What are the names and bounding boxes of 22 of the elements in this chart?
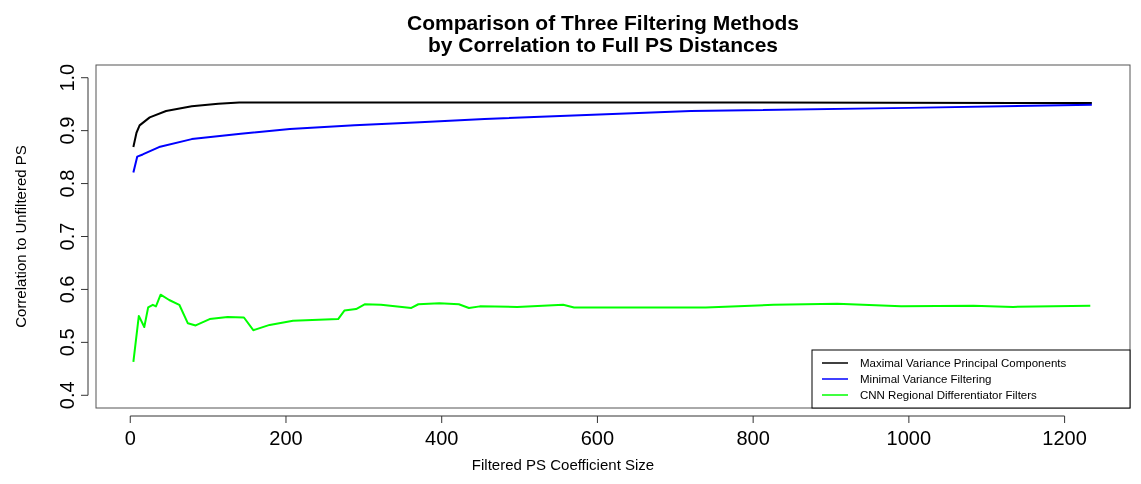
x-tick-label: 800 bbox=[736, 427, 770, 449]
x-tick-label: 200 bbox=[269, 427, 303, 449]
line-series bbox=[132, 101, 1093, 149]
line-series bbox=[132, 103, 1093, 174]
y-tick-label: 0.5 bbox=[56, 328, 78, 357]
x-axis-title: Filtered PS Coefficient Size bbox=[471, 456, 655, 473]
y-axis-title: Correlation to Unfiltered PS bbox=[12, 145, 29, 328]
y-tick-label: 0.6 bbox=[56, 275, 78, 304]
x-tick-label: 400 bbox=[425, 427, 459, 449]
y-tick-label: 0.4 bbox=[56, 381, 78, 410]
legend-label: Maximal Variance Principal Components bbox=[860, 357, 1067, 369]
x-tick-label: 1000 bbox=[886, 427, 932, 449]
x-tick-label: 600 bbox=[580, 427, 615, 449]
y-tick-label: 0.9 bbox=[56, 116, 78, 145]
y-tick-label: 0.8 bbox=[56, 169, 78, 198]
x-tick-label: 0 bbox=[124, 427, 136, 449]
x-tick-label: 1200 bbox=[1042, 427, 1087, 449]
y-tick-label: 1.0 bbox=[56, 63, 78, 92]
legend-label: CNN Regional Differentiator Filters bbox=[860, 389, 1038, 401]
y-tick-label: 0.7 bbox=[56, 222, 78, 251]
chart-title: Comparison of Three Filtering Methods by Correlation to Full PS Distances bbox=[406, 11, 800, 56]
legend-label: Minimal Variance Filtering bbox=[860, 373, 992, 385]
